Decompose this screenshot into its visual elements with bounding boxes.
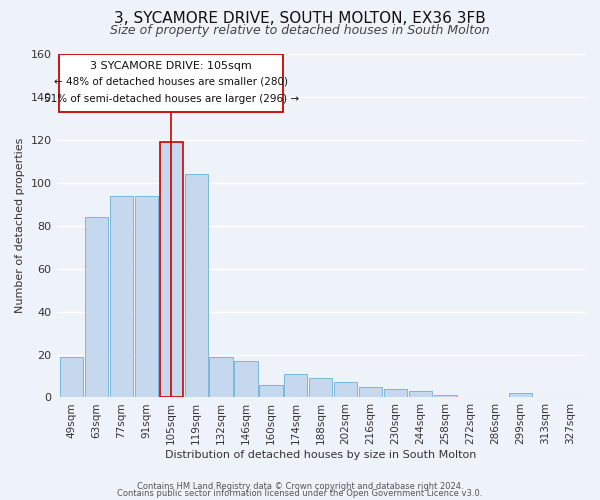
Bar (384, 389, 407, 398)
Text: Contains HM Land Registry data © Crown copyright and database right 2024.: Contains HM Land Registry data © Crown c… (137, 482, 463, 491)
Bar (284, 374, 307, 398)
Text: ← 48% of detached houses are smaller (280): ← 48% of detached houses are smaller (28… (54, 77, 288, 87)
Bar (409, 391, 432, 398)
Y-axis label: Number of detached properties: Number of detached properties (15, 138, 25, 314)
Bar (434, 396, 457, 398)
Bar (509, 393, 532, 398)
Bar (160, 142, 183, 398)
Bar (359, 386, 382, 398)
FancyBboxPatch shape (59, 54, 283, 112)
Text: 51% of semi-detached houses are larger (296) →: 51% of semi-detached houses are larger (… (44, 94, 299, 104)
Bar (235, 361, 257, 398)
Bar (309, 378, 332, 398)
Text: 3 SYCAMORE DRIVE: 105sqm: 3 SYCAMORE DRIVE: 105sqm (91, 60, 252, 70)
Bar (134, 196, 158, 398)
Text: Contains public sector information licensed under the Open Government Licence v3: Contains public sector information licen… (118, 489, 482, 498)
Bar (60, 356, 83, 398)
Bar (185, 174, 208, 398)
Text: Size of property relative to detached houses in South Molton: Size of property relative to detached ho… (110, 24, 490, 37)
Text: 3, SYCAMORE DRIVE, SOUTH MOLTON, EX36 3FB: 3, SYCAMORE DRIVE, SOUTH MOLTON, EX36 3F… (114, 11, 486, 26)
Bar (85, 217, 108, 398)
Bar (209, 356, 233, 398)
Bar (110, 196, 133, 398)
Bar (334, 382, 357, 398)
X-axis label: Distribution of detached houses by size in South Molton: Distribution of detached houses by size … (165, 450, 476, 460)
Bar (259, 384, 283, 398)
